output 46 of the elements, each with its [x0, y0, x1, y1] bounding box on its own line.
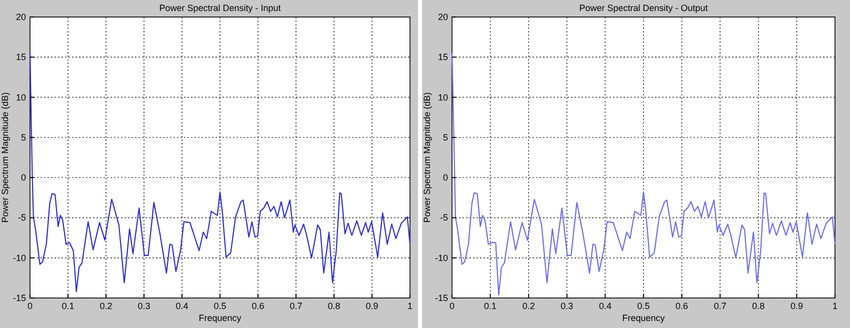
y-tick-label: 10 — [438, 92, 448, 102]
x-tick-label: 0.1 — [484, 301, 497, 311]
x-tick-label: 0.2 — [100, 301, 112, 311]
y-tick-label: -5 — [440, 212, 448, 223]
x-tick-label: 0.6 — [676, 301, 688, 311]
y-tick-label: -15 — [434, 293, 448, 303]
x-tick-label: 0.6 — [252, 301, 264, 311]
x-tick-label: 0.1 — [62, 301, 74, 311]
x-tick-label: 0.4 — [598, 301, 612, 311]
chart-title: Power Spectral Density - Output — [579, 3, 708, 13]
y-tick-label: 5 — [442, 132, 448, 142]
y-tick-label: 20 — [16, 12, 26, 22]
line-series — [29, 52, 411, 292]
x-tick-label: 0.4 — [176, 301, 188, 311]
x-tick-label: 0.3 — [138, 301, 150, 311]
x-tick-label: 0.3 — [560, 301, 574, 311]
x-tick-label: 0.5 — [637, 301, 650, 311]
y-tick-label: -10 — [12, 252, 26, 263]
x-tick-label: 0.7 — [714, 301, 726, 311]
x-tick-label: 0.8 — [328, 301, 340, 311]
y-tick-label: 0 — [20, 172, 26, 183]
y-tick-label: 20 — [438, 12, 448, 22]
x-tick-label: 0.7 — [290, 301, 302, 311]
y-tick-label: 15 — [438, 52, 448, 62]
x-tick-label: 1 — [407, 301, 413, 311]
y-axis-title: Power Spectrum Magnitude (dB) — [422, 92, 432, 223]
x-tick-label: 0.9 — [790, 301, 803, 311]
x-tick-label: 0.2 — [522, 301, 535, 311]
x-tick-label: 0.9 — [366, 301, 378, 311]
y-tick-label: 10 — [16, 92, 26, 102]
x-tick-label: 1 — [832, 301, 838, 311]
x-tick-label: 0.5 — [214, 301, 226, 311]
x-axis-title: Frequency — [622, 313, 666, 323]
line-series — [451, 52, 836, 296]
x-axis-title: Frequency — [198, 313, 242, 323]
y-tick-label: -5 — [18, 212, 26, 223]
y-tick-label: -10 — [434, 252, 448, 263]
y-tick-label: 0 — [442, 172, 448, 183]
y-tick-label: -15 — [12, 293, 26, 303]
y-axis-title: Power Spectrum Magnitude (dB) — [0, 92, 10, 223]
x-tick-label: 0 — [449, 301, 455, 311]
y-tick-label: 15 — [16, 52, 26, 62]
x-tick-label: 0.8 — [752, 301, 765, 311]
chart-title: Power Spectral Density - Input — [159, 3, 282, 13]
x-tick-label: 0 — [27, 301, 33, 311]
y-tick-label: 5 — [20, 132, 26, 142]
